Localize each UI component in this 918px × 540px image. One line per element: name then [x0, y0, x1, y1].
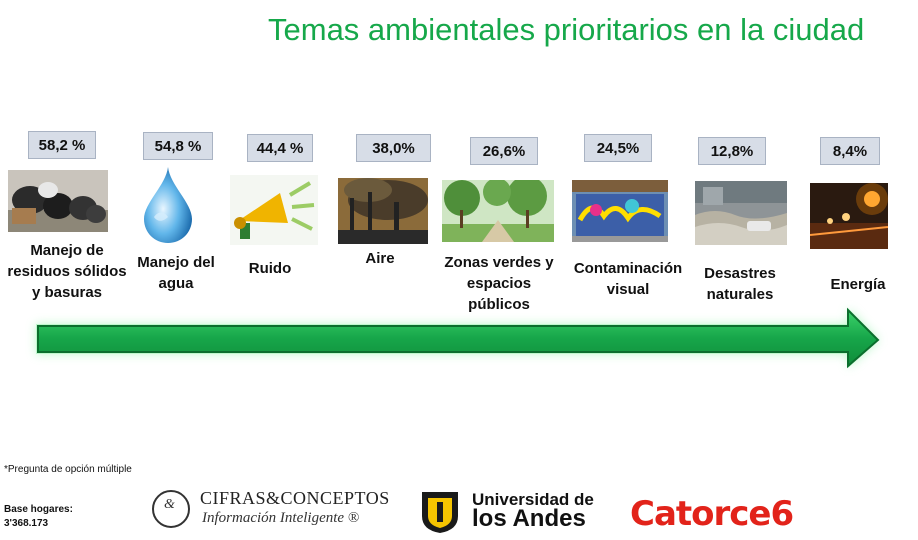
footnote: *Pregunta de opción múltiple: [4, 464, 132, 475]
item-label: Ruido: [248, 260, 292, 277]
night-lights-photo: [810, 183, 888, 249]
cifras-amp: &: [164, 497, 175, 512]
base-info: Base hogares: 3'368.173: [4, 503, 73, 531]
uniandes-line1: Universidad de: [472, 490, 594, 509]
smokestack-photo: [338, 178, 428, 244]
water-drop-icon: [138, 165, 198, 245]
item-label: Energía: [830, 276, 886, 293]
flood-photo: [695, 181, 787, 245]
park-photo: [442, 180, 554, 242]
uniandes-logo: Universidad de los Andes: [416, 490, 616, 534]
graffiti-photo: [572, 180, 668, 242]
cifras-conceptos-logo: & CIFRAS&CONCEPTOS Información Inteligen…: [152, 488, 397, 532]
value-badge: 38,0%: [356, 134, 431, 162]
cifras-circle-icon: [152, 490, 190, 528]
base-label: Base hogares:: [4, 504, 73, 515]
cifras-name: CIFRAS&CONCEPTOS: [200, 488, 390, 508]
value-badge: 26,6%: [470, 137, 538, 165]
item-label: Manejo del agua: [137, 254, 215, 292]
cifras-tagline: Información Inteligente ®: [202, 510, 360, 526]
item-label: Contaminación visual: [573, 260, 683, 298]
item-label: Manejo de residuos sólidos y basuras: [7, 242, 127, 301]
green-arrow: [36, 307, 880, 369]
value-badge: 12,8%: [698, 137, 766, 165]
garbage-photo: [8, 170, 108, 232]
value-badge: 44,4 %: [247, 134, 313, 162]
item-label: Desastres naturales: [704, 265, 776, 303]
value-badge: 58,2 %: [28, 131, 96, 159]
uniandes-shield-icon: [422, 492, 458, 533]
item-label: Zonas verdes y espacios públicos: [444, 254, 554, 313]
base-value: 3'368.173: [4, 518, 49, 529]
value-badge: 24,5%: [584, 134, 652, 162]
value-badge: 54,8 %: [143, 132, 213, 160]
catorce6-logo: Catorce6: [630, 494, 794, 534]
megaphone-icon: [230, 175, 318, 245]
page-title: Temas ambientales prioritarios en la ciu…: [268, 12, 865, 47]
value-badge: 8,4%: [820, 137, 880, 165]
item-label: Aire: [365, 250, 395, 267]
uniandes-line2: los Andes: [472, 505, 586, 532]
